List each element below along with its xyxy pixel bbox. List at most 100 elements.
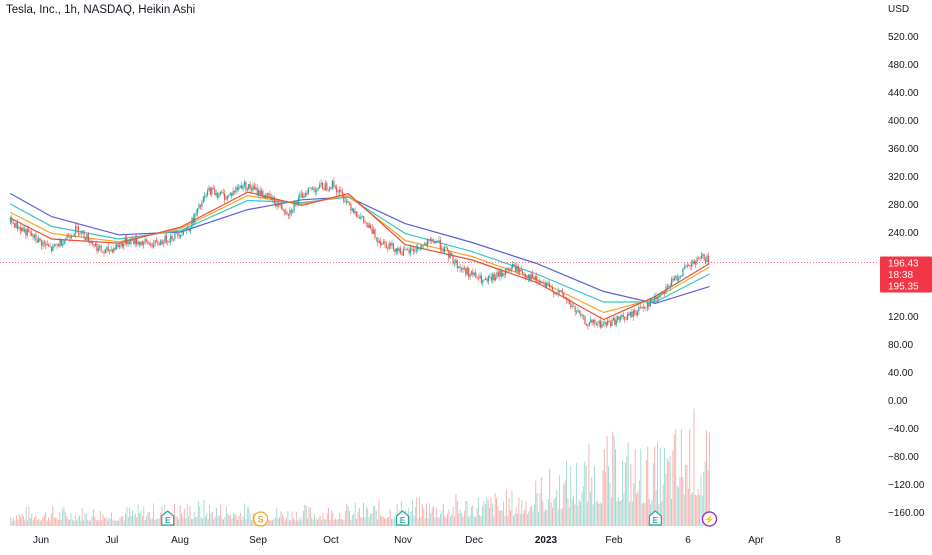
candle-body <box>314 190 316 192</box>
volume-bar <box>550 502 552 526</box>
volume-bar <box>536 493 538 526</box>
candle-body <box>11 217 13 222</box>
volume-bar <box>70 513 72 526</box>
volume-bar <box>22 515 24 526</box>
y-tick-label: 0.00 <box>888 396 908 407</box>
volume-bar <box>136 517 138 526</box>
candle-body <box>201 202 203 207</box>
volume-bar <box>280 511 282 526</box>
y-tick-label: 240.00 <box>888 228 919 239</box>
candle-body <box>399 248 402 254</box>
volume-bar <box>657 442 658 526</box>
volume-bar <box>322 513 324 526</box>
candle-body <box>487 276 490 282</box>
candle-body <box>546 282 548 288</box>
candle-body <box>554 293 556 294</box>
volume-bar <box>281 514 283 526</box>
volume-bar <box>314 514 315 526</box>
candle-body <box>536 276 538 281</box>
volume-bar <box>74 515 76 526</box>
candle-body <box>313 187 315 190</box>
volume-bar <box>189 506 191 526</box>
candle-body <box>666 286 668 288</box>
volume-bar <box>87 519 89 526</box>
y-tick-label: −80.00 <box>888 452 919 463</box>
volume-bar <box>231 518 233 526</box>
volume-bar <box>52 506 54 526</box>
volume-bar <box>116 520 118 526</box>
x-tick-label: Jun <box>33 535 49 546</box>
price-axis[interactable]: 520.00 480.00 440.00 400.00 360.00 320.00 280.… <box>888 32 925 519</box>
volume-bar <box>300 520 301 526</box>
candle-body <box>86 234 88 240</box>
volume-bar <box>497 506 499 526</box>
volume-bar <box>434 517 436 526</box>
candle-body <box>678 278 680 281</box>
earnings-icon[interactable]: E <box>395 510 410 526</box>
event-marker-layer[interactable]: E S E E ⚡ <box>161 510 718 527</box>
volume-bar <box>203 500 205 526</box>
candle-body <box>619 317 622 320</box>
candle-body <box>275 203 277 207</box>
candle-body <box>53 244 55 246</box>
volume-bar <box>636 494 637 526</box>
x-tick-label: Jul <box>106 535 119 546</box>
split-icon[interactable]: S <box>252 511 269 527</box>
volume-bar <box>644 503 646 526</box>
candle-body <box>510 267 512 272</box>
volume-bar <box>528 511 530 526</box>
volume-bar <box>540 477 542 526</box>
volume-bar <box>622 461 623 526</box>
volume-bar <box>339 513 341 526</box>
volume-bar <box>353 513 355 526</box>
time-axis[interactable]: Jun Jul Aug Sep Oct Nov Dec 2023 Feb 6 Apr 8 <box>33 535 841 546</box>
candle-body <box>177 231 179 235</box>
volume-bar <box>295 512 297 526</box>
volume-bar <box>104 518 105 526</box>
candle-body <box>9 217 11 222</box>
candle-body <box>292 211 294 213</box>
volume-bar <box>420 516 422 526</box>
chart-title: Tesla, Inc., 1h, NASDAQ, Heikin Ashi <box>6 4 196 16</box>
earnings-icon[interactable]: E <box>161 510 175 526</box>
volume-bar <box>137 504 139 526</box>
volume-bar <box>496 498 497 526</box>
volume-bar <box>176 516 178 526</box>
candle-body <box>150 243 152 246</box>
volume-bar <box>388 516 390 526</box>
candle-body <box>63 240 65 245</box>
candle-body <box>73 233 75 236</box>
candle-body <box>300 193 302 196</box>
volume-bar <box>477 497 479 526</box>
candle-body <box>469 273 471 277</box>
candle-body <box>688 264 690 266</box>
earnings-icon[interactable]: E <box>648 510 662 526</box>
candle-body <box>262 190 264 198</box>
volume-bar <box>634 448 636 526</box>
volume-bar <box>239 512 241 526</box>
lightning-icon[interactable]: ⚡ <box>701 511 718 527</box>
candle-body <box>434 241 436 244</box>
marker-label: ⚡ <box>704 514 715 526</box>
volume-bar <box>73 520 75 526</box>
candle-body <box>497 272 500 277</box>
volume-bar <box>91 516 93 526</box>
volume-bar <box>90 520 91 526</box>
candle-body <box>367 223 369 228</box>
candle-body <box>241 185 243 189</box>
volume-bar <box>141 515 143 526</box>
candle-body <box>544 283 546 288</box>
candle-body <box>438 240 440 242</box>
volume-bar <box>336 520 338 526</box>
volume-bar <box>368 517 370 526</box>
volume-bar <box>643 502 644 526</box>
volume-bar <box>641 503 643 526</box>
candle-body <box>79 233 81 234</box>
candle-body <box>653 296 656 302</box>
candle-body <box>673 277 675 281</box>
candle-body <box>33 234 35 238</box>
candle-body <box>505 268 507 275</box>
candle-body <box>456 260 458 268</box>
